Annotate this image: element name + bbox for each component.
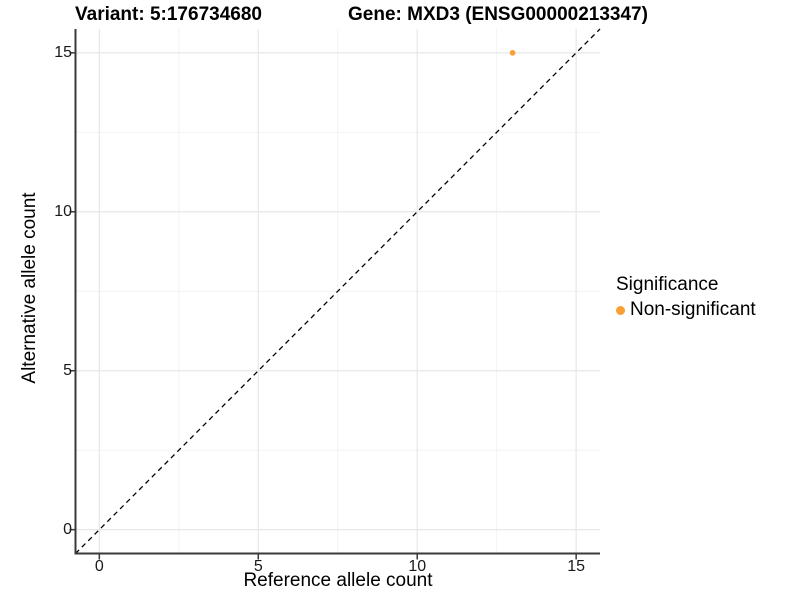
- y-axis-label: Alternative allele count: [19, 192, 40, 384]
- y-tick-label: 0: [63, 520, 72, 538]
- x-tick-label: 0: [94, 558, 104, 575]
- legend-title: Significance: [616, 274, 719, 295]
- legend-items: Non-significant: [616, 299, 756, 321]
- identity-dashed-line: [75, 28, 601, 554]
- legend-key-dot-icon: [616, 305, 625, 315]
- legend: Significance Non-significant: [616, 274, 756, 321]
- variant-title: Variant: 5:176734680: [75, 4, 262, 25]
- y-tick-label: 15: [54, 43, 72, 61]
- legend-item-label: Non-significant: [630, 299, 756, 320]
- x-axis-label: Reference allele count: [243, 570, 433, 591]
- x-tick-label: 10: [408, 558, 427, 575]
- x-tick-label: 5: [253, 558, 263, 575]
- data-point: [509, 50, 516, 56]
- y-tick-label: 5: [63, 361, 72, 379]
- y-tick-label: 10: [54, 202, 72, 220]
- x-tick-label: 15: [567, 558, 586, 575]
- legend-item: Non-significant: [616, 299, 756, 321]
- gene-title: Gene: MXD3 (ENSG00000213347): [348, 4, 648, 25]
